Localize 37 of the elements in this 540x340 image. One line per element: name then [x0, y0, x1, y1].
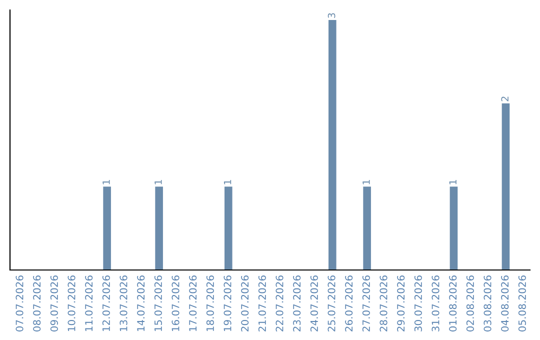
x-tick-label: 21.07.2026	[258, 275, 266, 332]
x-tick-label: 18.07.2026	[206, 275, 214, 332]
x-tick-label: 25.07.2026	[328, 275, 336, 332]
x-tick-label: 27.07.2026	[362, 275, 370, 332]
data-label: 1	[224, 180, 232, 184]
x-tick-label: 23.07.2026	[293, 275, 301, 332]
x-tick-label: 08.07.2026	[33, 275, 41, 332]
x-tick-label: 10.07.2026	[68, 275, 76, 332]
data-label: 1	[102, 180, 110, 184]
x-tick-label: 31.07.2026	[432, 275, 440, 332]
x-tick-label: 09.07.2026	[50, 275, 58, 332]
x-tick-label: 11.07.2026	[85, 275, 93, 332]
x-tick-label: 02.08.2026	[466, 275, 474, 332]
data-label: 1	[449, 180, 456, 184]
x-tick-label: 13.07.2026	[120, 275, 128, 332]
x-tick-label: 03.08.2026	[484, 275, 492, 332]
x-tick-label: 12.07.2026	[102, 275, 110, 332]
x-tick-label: 24.07.2026	[310, 275, 318, 332]
x-tick-label: 04.08.2026	[501, 275, 509, 332]
x-tick-label: 15.07.2026	[154, 275, 162, 332]
x-tick-label: 20.07.2026	[241, 275, 249, 332]
x-tick-label: 07.07.2026	[16, 275, 24, 332]
x-tick-label: 01.08.2026	[449, 275, 457, 332]
x-tick-label: 05.08.2026	[518, 275, 526, 332]
data-label: 2	[501, 96, 508, 102]
x-tick-label: 29.07.2026	[397, 275, 405, 332]
x-tick-label: 30.07.2026	[414, 275, 422, 332]
x-tick-label: 22.07.2026	[276, 275, 284, 332]
data-label: 1	[362, 180, 370, 184]
data-label: 3	[328, 13, 336, 18]
x-tick-label: 16.07.2026	[172, 275, 180, 332]
x-tick-label: 17.07.2026	[189, 275, 197, 332]
x-tick-label: 26.07.2026	[345, 275, 353, 332]
x-tick-label: 19.07.2026	[224, 275, 232, 332]
x-tick-label: 14.07.2026	[137, 275, 145, 332]
data-label: 1	[154, 180, 162, 184]
x-tick-label: 28.07.2026	[380, 275, 388, 332]
